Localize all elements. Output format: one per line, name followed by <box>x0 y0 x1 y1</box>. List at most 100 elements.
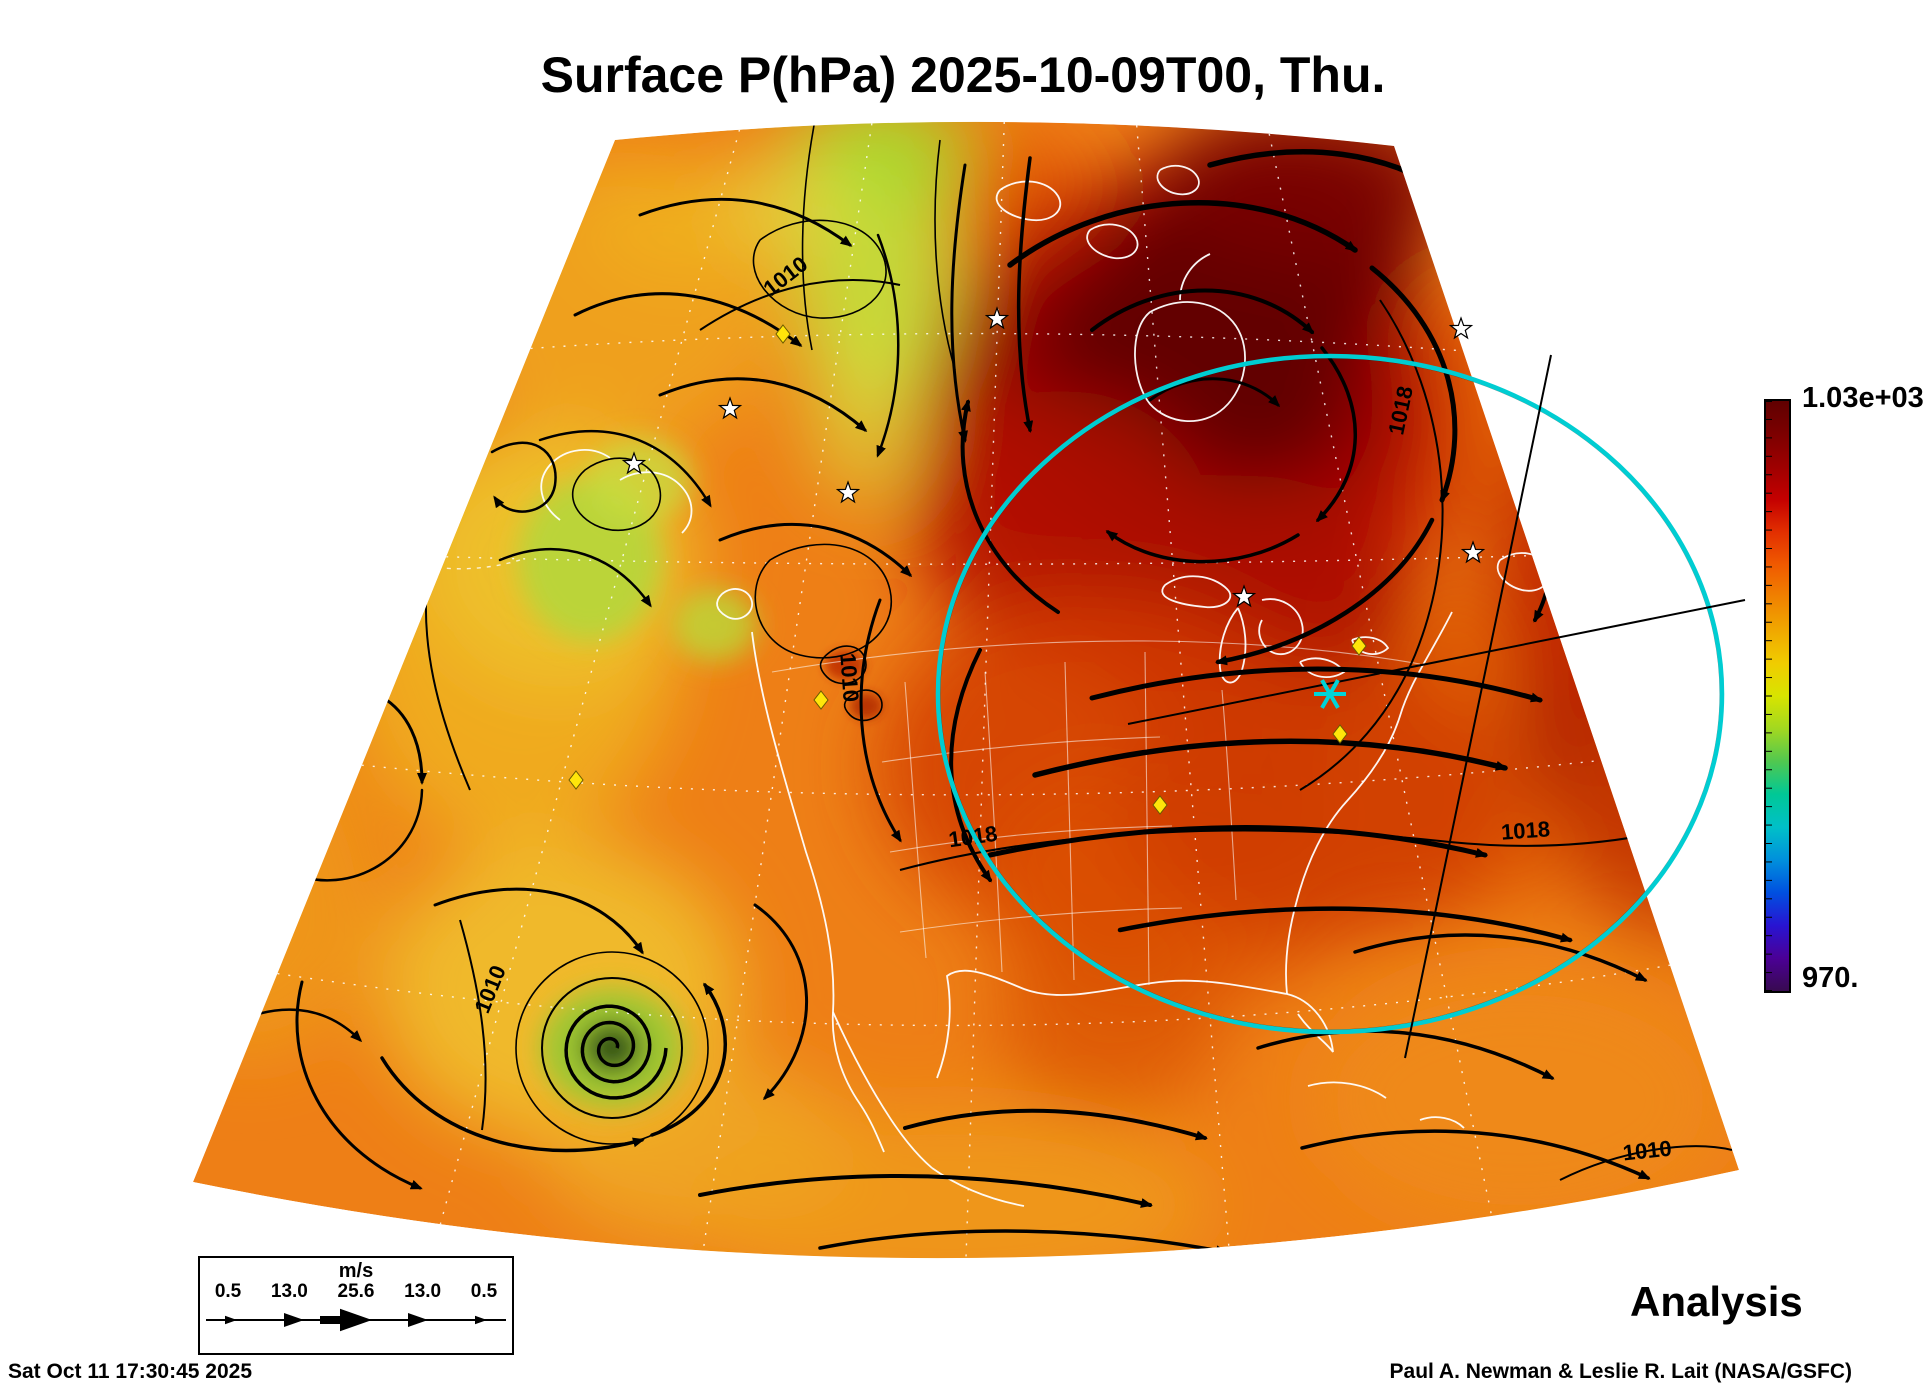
coastline-path <box>1179 253 1211 301</box>
wind-legend-values: 0.5 13.0 25.6 13.0 0.5 <box>200 1282 512 1302</box>
track-line <box>1127 599 1746 725</box>
pressure-blob <box>1310 970 1730 1230</box>
streamline <box>987 825 1488 858</box>
state-border-path <box>889 825 1173 853</box>
isobar-line <box>754 543 893 659</box>
streamline <box>538 430 712 508</box>
streamline <box>1148 377 1281 408</box>
station-star-marker <box>984 306 1010 330</box>
isobar-line <box>934 139 956 371</box>
pressure-blob <box>805 325 925 505</box>
range-ring <box>935 353 1725 1035</box>
wind-legend-unit: m/s <box>338 1260 374 1282</box>
streamline <box>658 377 868 432</box>
cyclone-spiral <box>564 1004 668 1100</box>
generation-timestamp: Sat Oct 11 17:30:45 2025 <box>8 1360 253 1383</box>
track-line <box>1404 354 1552 1059</box>
isobar-line <box>1559 1145 1733 1181</box>
wind-legend-value: 13.0 <box>404 1281 442 1302</box>
wind-arrow-shaft <box>320 1316 350 1324</box>
overlay-annotations <box>568 306 1746 1059</box>
colorbar-min-label: 970. <box>1802 962 1859 994</box>
isobar-line <box>540 977 684 1120</box>
streamline <box>1215 517 1435 666</box>
wind-speed-legend: m/s 0.5 13.0 25.6 13.0 0.5 <box>198 1256 514 1355</box>
streamline <box>1105 530 1300 564</box>
colorbar <box>1764 399 1791 993</box>
graticule-parallel <box>446 554 1533 565</box>
isobar-line <box>752 219 887 319</box>
state-border-path <box>881 736 1161 763</box>
pressure-blob <box>995 925 1225 1115</box>
pressure-blob <box>193 740 380 1060</box>
station-star-marker <box>1231 584 1257 608</box>
streamline <box>230 760 285 960</box>
pressure-blob <box>588 438 692 522</box>
streamline <box>1369 265 1458 503</box>
isobar-line <box>801 121 816 351</box>
streamline <box>1090 288 1315 335</box>
graticule <box>277 121 1671 1259</box>
coastline-path <box>1161 575 1232 609</box>
isobar-label: 1010 <box>835 652 863 703</box>
streamline <box>1032 738 1508 778</box>
coastline-path <box>1086 223 1139 260</box>
streamline <box>753 903 808 1101</box>
station-star-marker <box>835 480 861 504</box>
isobar-label: 1018 <box>1500 816 1551 844</box>
coastline-path <box>540 449 611 521</box>
wind-arrow <box>225 1315 237 1325</box>
state-border-path <box>771 640 1421 673</box>
streamline <box>698 1173 1153 1208</box>
pressure-blob <box>1485 415 1715 705</box>
isobar-line <box>843 689 883 722</box>
station-star-marker <box>717 396 743 420</box>
streamline <box>1007 199 1358 268</box>
streamline <box>1300 1129 1651 1180</box>
coastline-path <box>1419 1116 1465 1129</box>
streamline <box>498 547 652 608</box>
streamline <box>903 1108 1208 1141</box>
analysis-label: Analysis <box>1630 1278 1803 1325</box>
wind-arrow <box>475 1315 487 1325</box>
streamline <box>1016 156 1034 433</box>
wind-legend-value: 13.0 <box>270 1281 308 1302</box>
graticule-meridian <box>1136 125 1230 1247</box>
pressure-blob <box>850 693 882 719</box>
streamline <box>1478 208 1602 323</box>
ring-center-star <box>1320 679 1340 709</box>
credit-line: Paul A. Newman & Leslie R. Lait (NASA/GS… <box>1389 1360 1852 1383</box>
pressure-blob <box>590 160 770 280</box>
state-border-path <box>899 907 1183 933</box>
isobar-line <box>459 919 487 1131</box>
state-border-path <box>1221 689 1237 901</box>
streamline <box>960 399 1060 614</box>
state-border-path <box>1064 661 1075 981</box>
graticule-parallel <box>277 964 1671 1027</box>
station-diamond-marker <box>775 324 791 344</box>
streamline <box>650 982 728 1137</box>
coastline-path <box>619 471 693 534</box>
coastline-path <box>995 180 1062 222</box>
streamline <box>490 441 557 513</box>
pressure-blob <box>1160 121 1460 260</box>
coastline-path <box>931 1167 1025 1207</box>
wind-arrow <box>340 1308 372 1332</box>
streamline <box>950 163 968 443</box>
station-diamond-marker <box>813 690 829 710</box>
streamline <box>859 598 902 843</box>
streamline <box>1117 906 1573 943</box>
station-star-marker <box>1460 540 1486 564</box>
pressure-blob <box>1120 655 1520 945</box>
graticule-parallel <box>361 759 1602 796</box>
state-border-path <box>904 681 927 959</box>
isobar-line <box>515 951 709 1145</box>
wind-legend-value: 0.5 <box>470 1281 498 1302</box>
streamline <box>1089 666 1543 703</box>
wind-legend-arrows <box>206 1308 506 1332</box>
station-star-marker <box>621 451 647 475</box>
streamline <box>433 887 644 955</box>
